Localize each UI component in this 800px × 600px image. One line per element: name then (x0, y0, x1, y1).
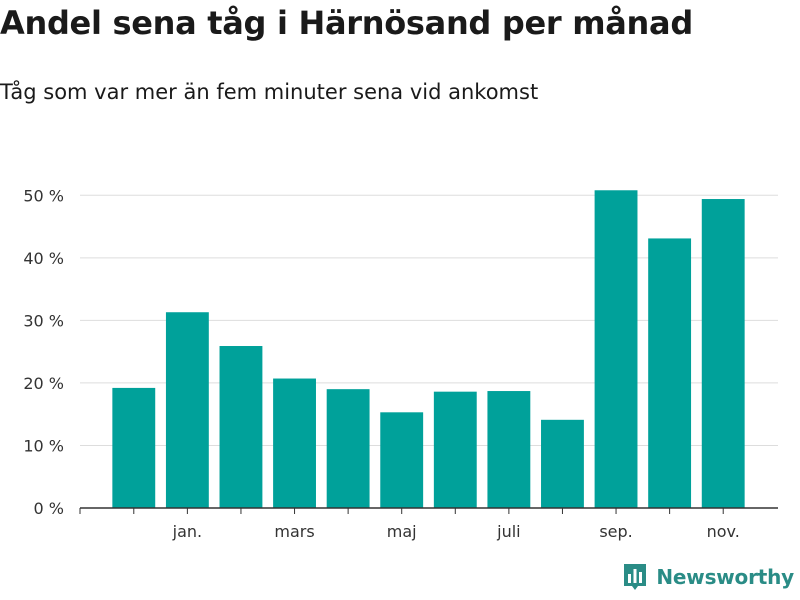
brand-name: Newsworthy (656, 565, 794, 589)
bar (541, 419, 584, 508)
bar (433, 391, 477, 508)
x-tick-label: jan. (172, 522, 202, 541)
bar (165, 312, 209, 508)
y-tick-label: 20 % (23, 374, 64, 393)
bar (701, 199, 745, 508)
brand-logo: Newsworthy (622, 562, 794, 592)
x-tick-label: sep. (599, 522, 632, 541)
bar (380, 412, 424, 508)
bar (326, 389, 370, 508)
chart-subtitle: Tåg som var mer än fem minuter sena vid … (0, 80, 539, 104)
x-axis-labels: jan. mars maj juli sep. nov. (172, 522, 740, 541)
x-tick-label: mars (274, 522, 314, 541)
bar (594, 190, 638, 508)
bar (112, 387, 156, 508)
newsworthy-chart-icon (624, 564, 647, 590)
y-tick-label: 30 % (23, 311, 64, 330)
bars (112, 190, 745, 509)
chart-title: Andel sena tåg i Härnösand per månad (0, 4, 693, 42)
y-tick-label: 40 % (23, 249, 64, 268)
x-axis (79, 507, 778, 514)
y-tick-label: 50 % (23, 186, 64, 205)
y-axis-labels: 0 % 10 % 20 % 30 % 40 % 50 % (23, 186, 64, 518)
x-tick-label: juli (496, 522, 520, 541)
y-tick-label: 0 % (34, 499, 64, 518)
bar (648, 238, 692, 509)
bar (273, 378, 316, 508)
x-tick-label: maj (387, 522, 417, 541)
bar (219, 346, 263, 508)
bar (487, 391, 531, 508)
y-tick-label: 10 % (23, 436, 64, 455)
x-tick-label: nov. (707, 522, 740, 541)
